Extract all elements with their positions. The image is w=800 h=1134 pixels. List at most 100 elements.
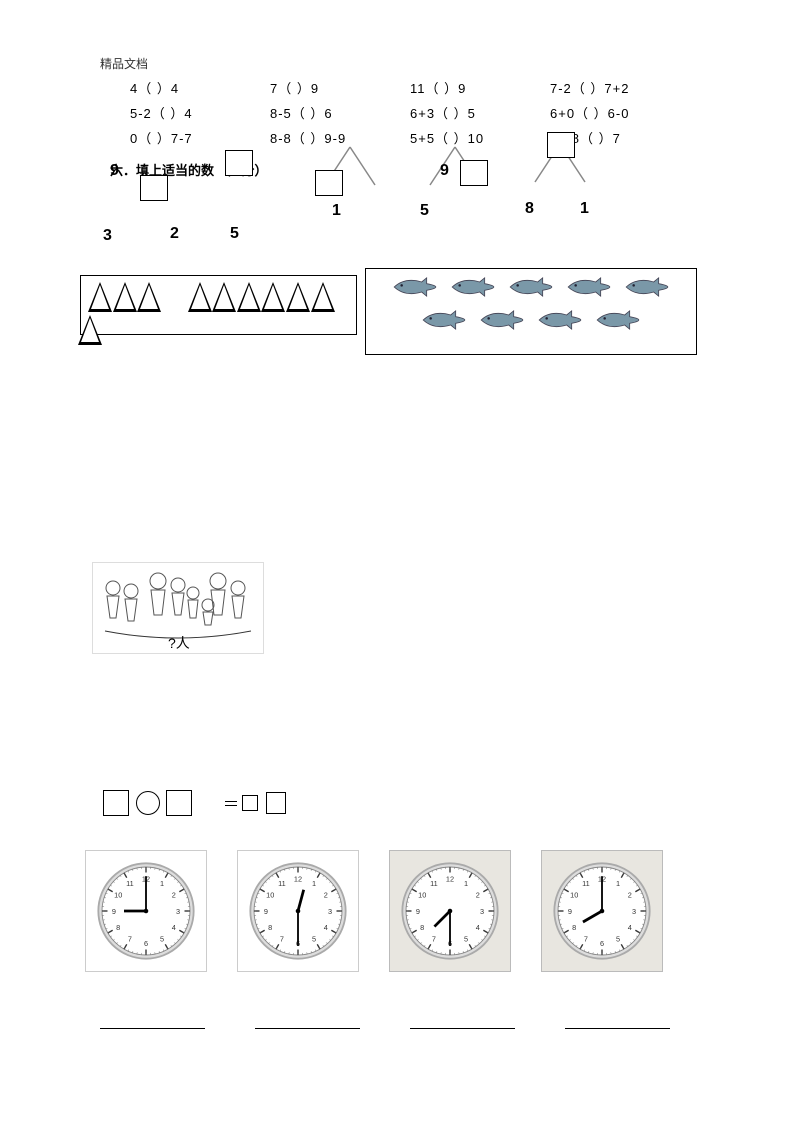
svg-text:2: 2 bbox=[628, 891, 632, 900]
triangles-box bbox=[80, 275, 357, 335]
svg-text:10: 10 bbox=[266, 891, 274, 900]
bond-number: 1 bbox=[332, 202, 341, 220]
answer-lines bbox=[100, 1010, 670, 1029]
svg-text:11: 11 bbox=[430, 879, 438, 888]
svg-text:11: 11 bbox=[126, 879, 134, 888]
equation-shapes bbox=[100, 790, 288, 816]
math-cell: 6+0（ ）6-0 bbox=[550, 103, 690, 122]
circle-icon bbox=[136, 791, 160, 815]
svg-text:9: 9 bbox=[112, 907, 116, 916]
square-small-icon bbox=[242, 795, 258, 811]
svg-text:1: 1 bbox=[160, 879, 164, 888]
math-cell: 5-2（ ）4 bbox=[130, 103, 270, 122]
shark-icon bbox=[593, 308, 643, 332]
clocks-row: 121234567891011 121234567891011 12123456… bbox=[85, 850, 663, 972]
svg-text:6: 6 bbox=[144, 939, 148, 948]
triangle-icon bbox=[137, 282, 161, 312]
answer-box[interactable] bbox=[460, 160, 488, 186]
svg-text:5: 5 bbox=[616, 935, 620, 944]
svg-text:10: 10 bbox=[418, 891, 426, 900]
bond-number: 1 bbox=[580, 200, 589, 218]
triangle-icon bbox=[78, 315, 102, 345]
bond-number: 9 bbox=[110, 162, 119, 180]
shark-icon bbox=[390, 275, 440, 299]
square-medium-icon bbox=[266, 792, 286, 814]
sharks-box bbox=[365, 268, 697, 355]
answer-blank[interactable] bbox=[255, 1010, 360, 1029]
svg-text:1: 1 bbox=[464, 879, 468, 888]
number-bonds: 9 3 2 5 1 9 5 8 1 bbox=[100, 140, 660, 260]
svg-text:8: 8 bbox=[268, 923, 272, 932]
bond-number: 5 bbox=[230, 225, 239, 243]
bond-number: 5 bbox=[420, 202, 429, 220]
header-label: 精品文档 bbox=[100, 55, 148, 72]
svg-text:9: 9 bbox=[416, 907, 420, 916]
svg-text:11: 11 bbox=[278, 879, 286, 888]
shark-icon bbox=[419, 308, 469, 332]
triangle-icon bbox=[212, 282, 236, 312]
clock-frame: 121234567891011 bbox=[237, 850, 359, 972]
svg-text:8: 8 bbox=[572, 923, 576, 932]
math-cell: 8-5（ ）6 bbox=[270, 103, 410, 122]
answer-blank[interactable] bbox=[100, 1010, 205, 1029]
clock-icon: 121234567891011 bbox=[91, 856, 201, 966]
bond-number: 3 bbox=[103, 227, 112, 245]
svg-text:2: 2 bbox=[476, 891, 480, 900]
clock-icon: 121234567891011 bbox=[547, 856, 657, 966]
answer-blank[interactable] bbox=[565, 1010, 670, 1029]
answer-blank[interactable] bbox=[410, 1010, 515, 1029]
clock-icon: 121234567891011 bbox=[243, 856, 353, 966]
shark-icon bbox=[535, 308, 585, 332]
kids-illustration-icon: ?人 bbox=[93, 563, 263, 653]
svg-text:4: 4 bbox=[324, 923, 328, 932]
svg-text:7: 7 bbox=[432, 935, 436, 944]
math-cell: 4（ ）4 bbox=[130, 78, 270, 97]
svg-text:4: 4 bbox=[628, 923, 632, 932]
triangle-icon bbox=[237, 282, 261, 312]
answer-box[interactable] bbox=[315, 170, 343, 196]
answer-box[interactable] bbox=[547, 132, 575, 158]
svg-text:8: 8 bbox=[116, 923, 120, 932]
svg-text:11: 11 bbox=[582, 879, 590, 888]
svg-text:1: 1 bbox=[616, 879, 620, 888]
svg-text:5: 5 bbox=[160, 935, 164, 944]
square-icon bbox=[166, 790, 192, 816]
shark-icon bbox=[622, 275, 672, 299]
svg-text:8: 8 bbox=[420, 923, 424, 932]
svg-text:3: 3 bbox=[176, 907, 180, 916]
shark-icon bbox=[564, 275, 614, 299]
triangle-icon bbox=[188, 282, 212, 312]
triangle-icon bbox=[311, 282, 335, 312]
svg-text:10: 10 bbox=[114, 891, 122, 900]
svg-text:9: 9 bbox=[568, 907, 572, 916]
svg-text:7: 7 bbox=[584, 935, 588, 944]
answer-box[interactable] bbox=[225, 150, 253, 176]
svg-text:12: 12 bbox=[294, 875, 302, 884]
triangle-icon bbox=[261, 282, 285, 312]
page: 精品文档 4（ ）4 7（ ）9 11（ ）9 7-2（ ）7+2 5-2（ ）… bbox=[0, 0, 800, 1134]
bond-number: 9 bbox=[440, 162, 449, 180]
svg-text:9: 9 bbox=[264, 907, 268, 916]
triangle-icon bbox=[286, 282, 310, 312]
shark-row bbox=[366, 275, 696, 302]
square-icon bbox=[103, 790, 129, 816]
math-cell: 7（ ）9 bbox=[270, 78, 410, 97]
svg-text:4: 4 bbox=[476, 923, 480, 932]
clock-frame: 121234567891011 bbox=[389, 850, 511, 972]
shark-icon bbox=[477, 308, 527, 332]
shark-icon bbox=[448, 275, 498, 299]
svg-text:2: 2 bbox=[172, 891, 176, 900]
bond-number: 2 bbox=[170, 225, 179, 243]
svg-text:7: 7 bbox=[280, 935, 284, 944]
svg-text:5: 5 bbox=[312, 935, 316, 944]
math-row: 4（ ）4 7（ ）9 11（ ）9 7-2（ ）7+2 bbox=[130, 78, 690, 97]
clock-frame: 121234567891011 bbox=[85, 850, 207, 972]
kids-caption: ?人 bbox=[168, 635, 190, 651]
kids-scene: ?人 bbox=[92, 562, 264, 654]
math-cell: 7-2（ ）7+2 bbox=[550, 78, 690, 97]
triangle-icon bbox=[88, 282, 112, 312]
clock-icon: 121234567891011 bbox=[395, 856, 505, 966]
svg-text:3: 3 bbox=[480, 907, 484, 916]
answer-box[interactable] bbox=[140, 175, 168, 201]
svg-text:1: 1 bbox=[312, 879, 316, 888]
